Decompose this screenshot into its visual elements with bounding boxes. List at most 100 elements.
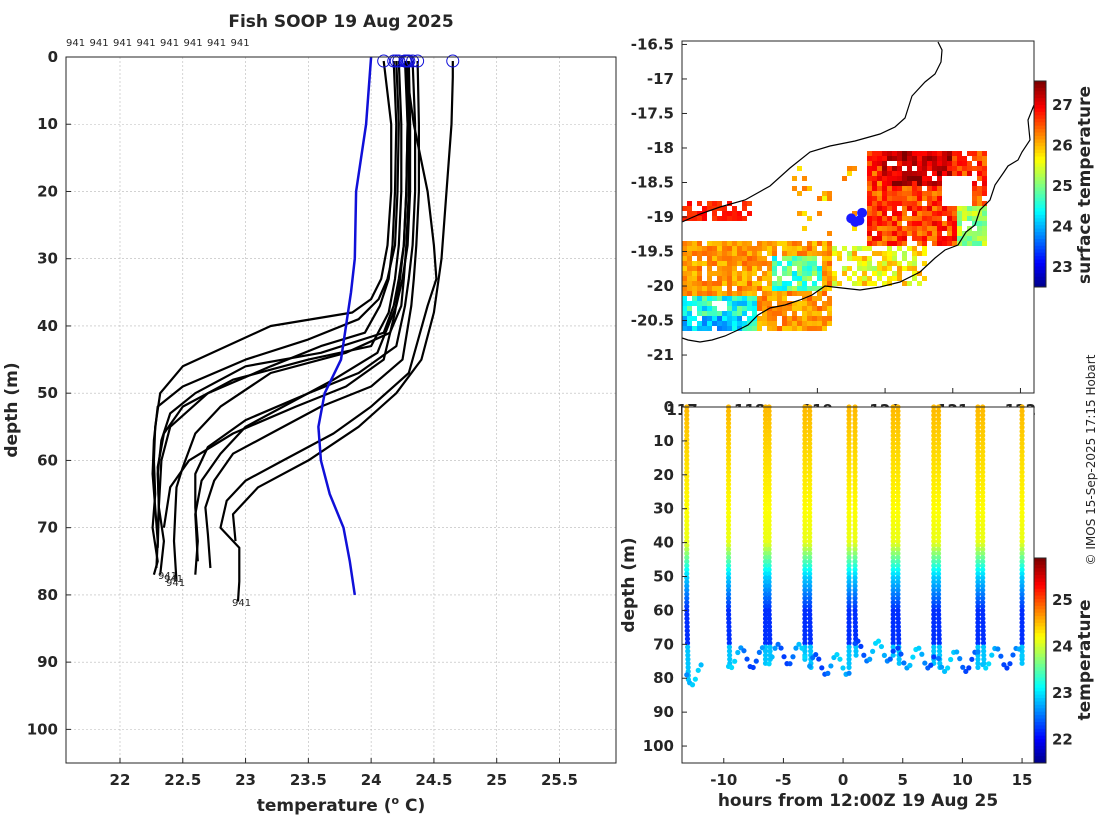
sst-pixel xyxy=(782,316,787,321)
sst-pixel xyxy=(942,211,947,216)
sst-pixel xyxy=(742,246,747,251)
sst-pixel xyxy=(887,281,892,286)
sst-pixel xyxy=(982,166,987,171)
section-dot xyxy=(762,599,769,605)
sst-pixel xyxy=(782,286,787,291)
section-dot xyxy=(852,526,858,532)
sst-pixel xyxy=(742,201,747,206)
sst-pixel xyxy=(937,211,942,216)
sst-pixel xyxy=(862,266,867,271)
section-dot xyxy=(802,534,808,540)
section-dot xyxy=(935,534,942,540)
section-dot xyxy=(931,428,937,435)
section-dot xyxy=(846,615,852,622)
section-dot xyxy=(1019,579,1025,585)
section-dot xyxy=(762,534,769,540)
section-dot xyxy=(931,636,937,642)
section-dot xyxy=(975,457,981,463)
sst-pixel xyxy=(912,276,917,281)
sst-pixel xyxy=(842,271,847,276)
sst-pixel xyxy=(917,271,922,276)
colorbar-segment xyxy=(1034,249,1046,254)
profile-line-p8 xyxy=(231,61,454,542)
section-dot xyxy=(684,518,690,524)
profile-line-p10 xyxy=(194,60,412,562)
temperature-colorbar-tick-label: 24 xyxy=(1052,638,1073,656)
section-dot xyxy=(980,485,986,491)
sst-pixel xyxy=(907,206,912,211)
section-dot xyxy=(1019,485,1025,491)
section-dot xyxy=(762,620,769,626)
sst-pixel xyxy=(907,186,912,191)
sst-pixel xyxy=(842,266,847,271)
sst-pixel xyxy=(922,261,927,266)
sst-pixel xyxy=(902,251,907,256)
sst-pixel xyxy=(732,241,737,246)
section-dot xyxy=(935,420,942,426)
section-dot xyxy=(910,654,916,660)
section-dot xyxy=(931,506,937,512)
sst-pixel xyxy=(817,211,822,216)
sst-pixel xyxy=(917,151,922,156)
sst-pixel xyxy=(767,286,772,291)
section-dot xyxy=(1019,542,1025,548)
section-dot xyxy=(935,518,942,524)
section-dot xyxy=(935,412,942,418)
sst-pixel xyxy=(827,281,832,286)
sst-pixel xyxy=(787,291,792,296)
sst-pixel xyxy=(867,276,872,281)
sst-pixel xyxy=(817,241,822,246)
sst-pixel xyxy=(737,306,742,311)
sst-pixel xyxy=(912,161,917,166)
sst-pixel xyxy=(742,206,747,211)
section-dot xyxy=(802,477,808,483)
sst-pixel xyxy=(927,201,932,206)
sst-pixel xyxy=(757,276,762,281)
section-dot xyxy=(890,632,896,638)
sst-pixel xyxy=(897,221,902,226)
section-dot xyxy=(935,587,942,593)
section-dot xyxy=(890,497,896,504)
section-dot xyxy=(890,408,896,414)
section-dot xyxy=(762,563,769,569)
sst-pixel xyxy=(782,246,787,251)
sst-pixel xyxy=(827,231,832,236)
section-dot xyxy=(1019,567,1025,573)
sst-pixel xyxy=(697,291,702,296)
section-dot xyxy=(895,416,901,422)
sst-pixel xyxy=(872,166,877,171)
section-dot xyxy=(762,583,769,589)
section-dot xyxy=(852,624,859,630)
sst-pixel xyxy=(792,291,797,296)
section-dot xyxy=(684,457,690,463)
section-dot xyxy=(766,502,772,508)
sst-pixel xyxy=(707,266,712,271)
sst-pixel xyxy=(762,261,767,266)
sst-pixel xyxy=(967,171,972,176)
colorbar-segment xyxy=(1034,187,1046,192)
section-dot xyxy=(802,542,808,548)
sst-pixel xyxy=(942,241,947,246)
sst-pixel xyxy=(917,216,922,221)
section-dot xyxy=(895,546,901,553)
section-dot xyxy=(975,416,981,422)
profile-line-p6 xyxy=(204,60,420,569)
section-dot xyxy=(766,628,773,634)
sst-pixel xyxy=(922,226,927,231)
section-dot xyxy=(766,489,772,496)
section-dot xyxy=(931,518,937,524)
section-dot xyxy=(766,424,772,430)
colorbar-segment xyxy=(1034,149,1046,154)
section-dot xyxy=(762,546,769,553)
sst-pixel xyxy=(867,281,872,286)
section-dot xyxy=(895,489,901,496)
section-dot xyxy=(846,473,852,479)
section-dot xyxy=(807,595,813,601)
sst-pixel xyxy=(917,181,922,186)
sst-pixel xyxy=(777,291,782,296)
sst-pixel xyxy=(952,151,957,156)
sst-pixel xyxy=(857,261,862,266)
sst-pixel xyxy=(917,236,922,241)
sst-pixel xyxy=(907,166,912,171)
sst-pixel xyxy=(697,261,702,266)
